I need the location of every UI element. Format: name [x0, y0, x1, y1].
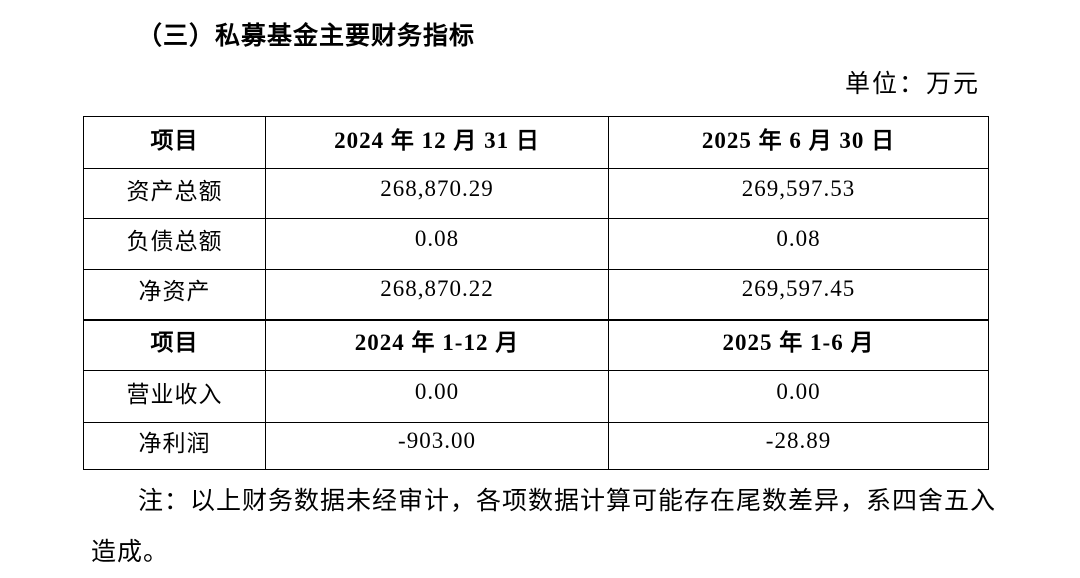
footnote-line-2: 造成。	[91, 539, 170, 566]
value-cell: 0.00	[608, 370, 989, 423]
footnote: 注：以上财务数据未经审计，各项数据计算可能存在尾数差异，系四舍五入 造成。	[91, 476, 997, 578]
value-cell: 0.08	[265, 218, 609, 270]
value-cell: 268,870.22	[265, 269, 609, 320]
row-label: 营业收入	[83, 370, 266, 423]
table-row-total-assets: 资产总额 268,870.29 269,597.53	[83, 168, 989, 219]
value-cell: -903.00	[265, 422, 609, 470]
value-cell: 0.08	[608, 218, 989, 270]
header-cell-date-2024: 2024 年 12 月 31 日	[265, 116, 609, 169]
header-cell-date-2025: 2025 年 6 月 30 日	[608, 116, 989, 169]
table-row-net-assets: 净资产 268,870.22 269,597.45	[83, 269, 989, 320]
unit-label: 单位：万元	[844, 71, 980, 98]
table-header-row-period: 项目 2024 年 1-12 月 2025 年 1-6 月	[83, 318, 989, 371]
table-header-row: 项目 2024 年 12 月 31 日 2025 年 6 月 30 日	[83, 116, 989, 169]
value-cell: 269,597.45	[608, 269, 989, 320]
value-cell: 0.00	[265, 370, 609, 423]
value-cell: 268,870.29	[265, 168, 609, 219]
row-label: 负债总额	[83, 218, 266, 270]
table-row-total-liabilities: 负债总额 0.08 0.08	[83, 218, 989, 270]
header-cell-item: 项目	[83, 116, 266, 169]
header-cell-period-2024: 2024 年 1-12 月	[265, 318, 609, 371]
financial-indicators-table: 项目 2024 年 12 月 31 日 2025 年 6 月 30 日 资产总额…	[83, 116, 989, 470]
row-label: 资产总额	[83, 168, 266, 219]
value-cell: 269,597.53	[608, 168, 989, 219]
value-cell: -28.89	[608, 422, 989, 470]
table-row-operating-revenue: 营业收入 0.00 0.00	[83, 370, 989, 423]
footnote-line-1: 注：以上财务数据未经审计，各项数据计算可能存在尾数差异，系四舍五入	[138, 488, 997, 515]
table-row-net-profit: 净利润 -903.00 -28.89	[83, 422, 989, 470]
row-label: 净利润	[83, 422, 266, 470]
section-title: （三）私募基金主要财务指标	[137, 23, 476, 50]
row-label: 净资产	[83, 269, 266, 320]
header-cell-period-2025: 2025 年 1-6 月	[608, 318, 989, 371]
header-cell-item: 项目	[83, 318, 266, 371]
